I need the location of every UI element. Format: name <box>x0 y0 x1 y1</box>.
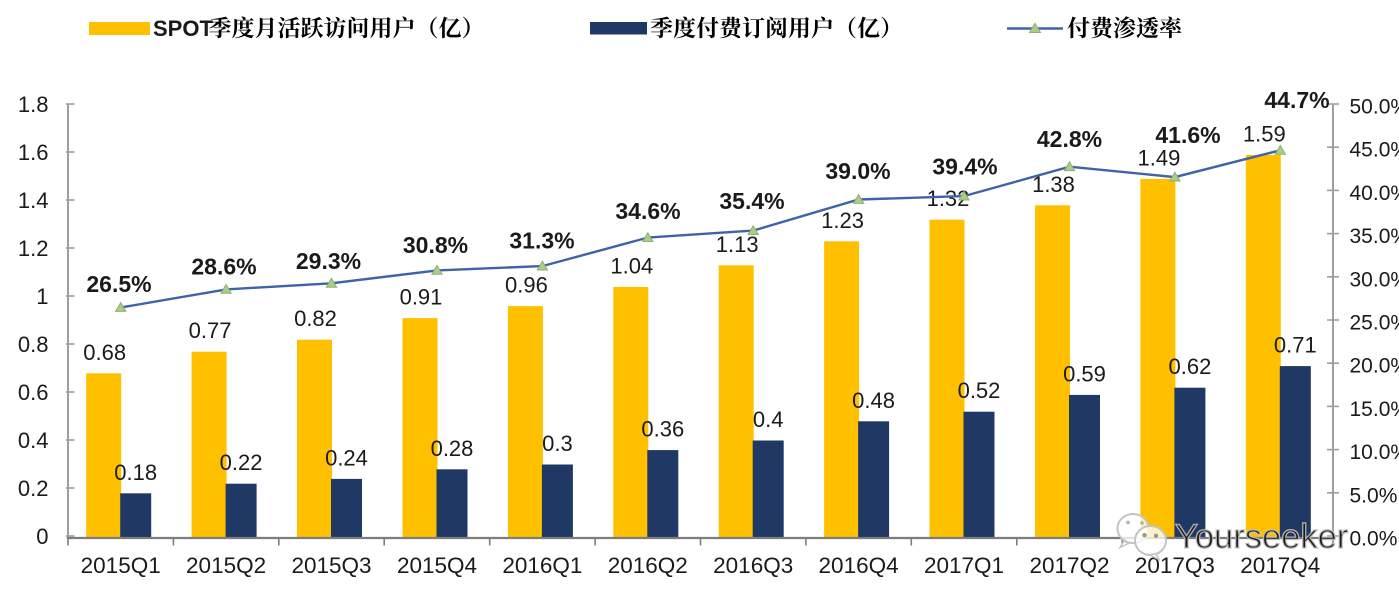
svg-text:2017Q3: 2017Q3 <box>1135 553 1215 578</box>
svg-text:0.6: 0.6 <box>18 380 49 405</box>
svg-text:2016Q2: 2016Q2 <box>608 553 688 578</box>
svg-text:0.22: 0.22 <box>220 450 263 475</box>
svg-text:15.0%: 15.0% <box>1350 398 1399 421</box>
svg-text:0.24: 0.24 <box>325 445 368 470</box>
svg-text:39.0%: 39.0% <box>825 158 890 184</box>
svg-text:35.0%: 35.0% <box>1350 225 1399 248</box>
svg-text:10.0%: 10.0% <box>1350 441 1399 464</box>
svg-text:0.62: 0.62 <box>1168 354 1211 379</box>
svg-text:45.0%: 45.0% <box>1350 139 1399 162</box>
svg-text:20.0%: 20.0% <box>1350 355 1399 378</box>
svg-text:1.8: 1.8 <box>18 92 49 117</box>
svg-text:0.18: 0.18 <box>114 460 157 485</box>
svg-text:0.4: 0.4 <box>753 407 784 432</box>
svg-text:44.7%: 44.7% <box>1264 87 1329 113</box>
svg-text:28.6%: 28.6% <box>191 254 256 280</box>
svg-text:35.4%: 35.4% <box>719 188 784 214</box>
svg-text:30.8%: 30.8% <box>403 232 468 258</box>
svg-text:40.0%: 40.0% <box>1350 182 1399 205</box>
svg-text:0.77: 0.77 <box>189 318 232 343</box>
svg-text:0.91: 0.91 <box>400 285 443 310</box>
svg-text:0.52: 0.52 <box>958 378 1001 403</box>
svg-text:0.0%: 0.0% <box>1350 528 1398 551</box>
svg-text:0: 0 <box>36 524 48 549</box>
svg-text:0.8: 0.8 <box>18 332 49 357</box>
svg-text:42.8%: 42.8% <box>1037 126 1102 152</box>
svg-text:1.49: 1.49 <box>1137 145 1180 170</box>
svg-text:0.28: 0.28 <box>431 436 474 461</box>
svg-text:0.96: 0.96 <box>505 273 548 298</box>
svg-text:2015Q1: 2015Q1 <box>81 553 161 578</box>
svg-text:30.0%: 30.0% <box>1350 268 1399 291</box>
svg-text:0.3: 0.3 <box>542 431 573 456</box>
svg-text:26.5%: 26.5% <box>86 271 151 297</box>
svg-text:2017Q1: 2017Q1 <box>924 553 1004 578</box>
svg-text:2016Q1: 2016Q1 <box>502 553 582 578</box>
svg-text:0.59: 0.59 <box>1063 361 1106 386</box>
svg-text:2015Q4: 2015Q4 <box>397 553 477 578</box>
svg-text:0.71: 0.71 <box>1274 333 1317 358</box>
svg-text:29.3%: 29.3% <box>296 248 361 274</box>
svg-text:5.0%: 5.0% <box>1350 484 1398 507</box>
svg-text:2016Q3: 2016Q3 <box>713 553 793 578</box>
svg-text:2017Q4: 2017Q4 <box>1240 553 1320 578</box>
svg-text:0.82: 0.82 <box>294 306 337 331</box>
svg-text:39.4%: 39.4% <box>932 154 997 180</box>
svg-text:1.4: 1.4 <box>18 188 49 213</box>
svg-text:1.6: 1.6 <box>18 140 49 165</box>
svg-text:1.13: 1.13 <box>716 232 759 257</box>
svg-text:0.68: 0.68 <box>83 340 126 365</box>
svg-text:2015Q2: 2015Q2 <box>186 553 266 578</box>
svg-text:Yourseeker: Yourseeker <box>1175 518 1348 556</box>
svg-text:31.3%: 31.3% <box>509 228 574 254</box>
svg-text:2015Q3: 2015Q3 <box>291 553 371 578</box>
svg-text:1.23: 1.23 <box>821 208 864 233</box>
svg-text:25.0%: 25.0% <box>1350 312 1399 335</box>
svg-text:50.0%: 50.0% <box>1350 96 1399 119</box>
svg-text:1.59: 1.59 <box>1243 121 1286 146</box>
svg-text:2016Q4: 2016Q4 <box>819 553 899 578</box>
svg-text:41.6%: 41.6% <box>1155 122 1220 148</box>
svg-text:2017Q2: 2017Q2 <box>1029 553 1109 578</box>
svg-text:1.04: 1.04 <box>610 253 653 278</box>
svg-text:1: 1 <box>36 284 48 309</box>
svg-text:0.2: 0.2 <box>18 476 49 501</box>
svg-text:0.36: 0.36 <box>641 417 684 442</box>
svg-text:1.2: 1.2 <box>18 236 49 261</box>
svg-text:0.4: 0.4 <box>18 428 49 453</box>
svg-text:0.48: 0.48 <box>852 388 895 413</box>
svg-text:SPOT: SPOT <box>153 16 213 41</box>
svg-text:34.6%: 34.6% <box>615 198 680 224</box>
